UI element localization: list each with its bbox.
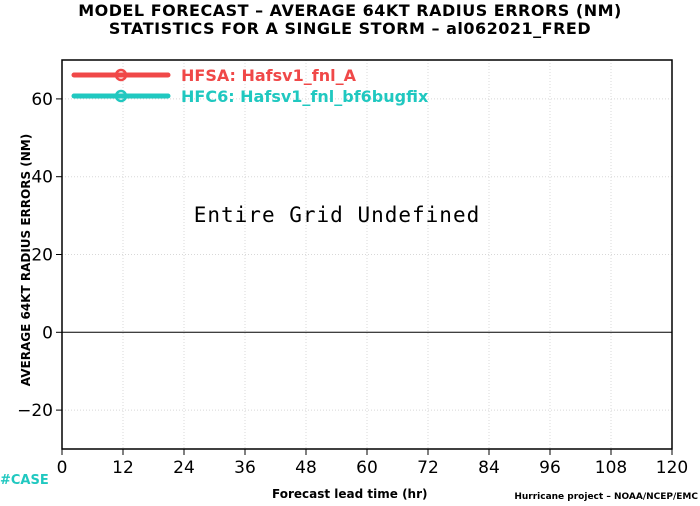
y-tick-label: 60 <box>31 90 53 110</box>
x-tick-label: 108 <box>595 458 627 478</box>
x-tick-label: 36 <box>234 458 256 478</box>
legend-label-0: HFSA: Hafsv1_fnl_A <box>181 66 357 85</box>
y-tick-label: 20 <box>31 246 53 266</box>
credit-text: Hurricane project – NOAA/NCEP/EMC <box>514 492 698 502</box>
x-tick-label: 72 <box>417 458 439 478</box>
legend-marker-1 <box>114 89 128 103</box>
case-tag: #CASE <box>0 473 49 488</box>
legend-marker-0 <box>114 68 128 82</box>
chart-subtitle: STATISTICS FOR A SINGLE STORM – al062021… <box>108 19 592 38</box>
x-tick-label: 96 <box>539 458 561 478</box>
y-tick-label: 40 <box>31 168 53 188</box>
x-tick-label: 24 <box>173 458 195 478</box>
chart-title: MODEL FORECAST – AVERAGE 64KT RADIUS ERR… <box>78 1 622 20</box>
y-tick-label: −20 <box>17 401 53 421</box>
x-axis-label: Forecast lead time (hr) <box>272 487 428 501</box>
legend-label-1: HFC6: Hafsv1_fnl_bf6bugfix <box>181 87 429 106</box>
y-axis-label: AVERAGE 64KT RADIUS ERRORS (NM) <box>19 133 33 387</box>
x-tick-label: 48 <box>295 458 317 478</box>
undefined-grid-annotation: Entire Grid Undefined <box>194 203 481 227</box>
x-tick-label: 60 <box>356 458 378 478</box>
x-tick-label: 0 <box>57 458 68 478</box>
x-tick-label: 84 <box>478 458 500 478</box>
y-tick-label: 0 <box>42 323 53 343</box>
x-tick-label: 120 <box>656 458 688 478</box>
x-tick-label: 12 <box>112 458 134 478</box>
